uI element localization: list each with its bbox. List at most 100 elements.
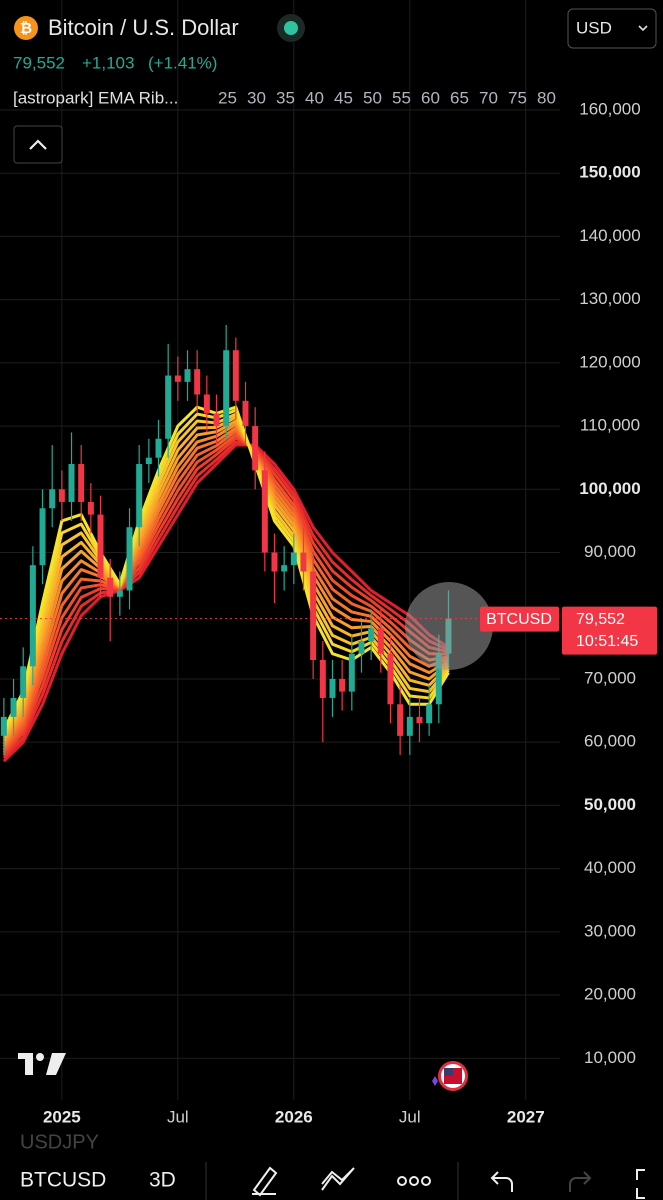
x-tick-label: 2026 (275, 1107, 313, 1126)
toolbar (0, 1158, 663, 1200)
legend-entry: 30 (247, 88, 266, 107)
currency-select[interactable] (567, 8, 657, 49)
bitcoin-icon (14, 16, 38, 40)
candle-body (136, 464, 143, 528)
price-tag: 79,552 (576, 611, 625, 628)
candle-body (174, 375, 181, 382)
candle-body (203, 394, 210, 414)
y-tick-label: 100,000 (579, 479, 640, 498)
bitcoin-icon-glyph: ₿ (20, 20, 32, 37)
y-tick-label: 120,000 (579, 352, 640, 371)
candle-body (397, 704, 404, 736)
change-pct: (+1.41%) (148, 53, 217, 72)
fullscreen-icon[interactable] (636, 1169, 645, 1199)
candle-body (310, 571, 317, 660)
overlay: 2025 Jul 2026 Jul 2027 160,000 150,000 140,000 1… (0, 99, 657, 1126)
y-tick-label: 70,000 (584, 668, 636, 687)
legend-entry: 75 (508, 88, 527, 107)
indicator-icon[interactable] (321, 1167, 355, 1191)
candle-body (68, 464, 75, 502)
y-tick-label: 150,000 (579, 163, 640, 182)
collapse-button[interactable] (13, 125, 63, 164)
undo-icon[interactable] (490, 1171, 513, 1192)
y-tick-label: 130,000 (579, 289, 640, 308)
y-tick-label: 40,000 (584, 858, 636, 877)
candle-body (145, 457, 152, 465)
candle-body (368, 628, 375, 642)
legend-entry: 25 (218, 88, 237, 107)
ema-line (2, 412, 450, 736)
grid (0, 0, 560, 1100)
candle-body (49, 489, 56, 509)
candle-body (223, 350, 230, 427)
candle-body (271, 552, 278, 572)
candle-body (165, 375, 172, 439)
ema-line (2, 443, 450, 763)
flag-canton (444, 1068, 453, 1076)
hint-symbol: USDJPY (20, 1131, 99, 1153)
y-tick-label: 140,000 (579, 226, 640, 245)
toolbar-symbol[interactable]: BTCUSD (20, 1169, 106, 1192)
draw-icon[interactable] (252, 1166, 278, 1197)
legend-entry: 60 (421, 88, 440, 107)
indicator-name: [astropark] EMA Rib... (13, 88, 178, 107)
more-icon[interactable] (397, 1176, 431, 1186)
candle-body (290, 552, 297, 566)
candle-body (58, 489, 65, 502)
candle-body (426, 704, 433, 724)
countdown: 10:51:45 (576, 633, 638, 650)
collapse-icon (29, 139, 47, 150)
candle-body (377, 628, 384, 654)
y-tick-label: 10,000 (584, 1048, 636, 1067)
candle-body (20, 666, 27, 698)
candle-body (29, 565, 36, 667)
legend-entry: 70 (479, 88, 498, 107)
legend-entry: 35 (276, 88, 295, 107)
candle-body (281, 565, 288, 572)
candle-body (406, 716, 413, 736)
candle-body (319, 660, 326, 698)
status-dot (284, 21, 298, 35)
candle-body (252, 426, 259, 471)
y-tick-label: 50,000 (584, 795, 636, 814)
candle-body (329, 678, 336, 698)
candle-body (116, 590, 123, 597)
candle-body (87, 501, 94, 515)
redo-icon[interactable] (569, 1171, 592, 1192)
candle-body (107, 577, 114, 597)
ema-line (2, 433, 449, 754)
ema-line (2, 436, 449, 757)
candle-body (0, 716, 7, 736)
legend-entry: 55 (392, 88, 411, 107)
y-tick-label: 60,000 (584, 732, 636, 751)
ema-ribbon (2, 405, 450, 763)
x-tick-label: 2025 (43, 1107, 81, 1126)
candle-body (300, 552, 307, 572)
toolbar-interval[interactable]: 3D (149, 1169, 176, 1192)
y-tick-label: 90,000 (584, 542, 636, 561)
x-tick-label: 2027 (507, 1107, 545, 1126)
legend-entry: 40 (305, 88, 324, 107)
x-tick-label: Jul (399, 1107, 421, 1126)
tradingview-logo (18, 1053, 66, 1075)
candle-body (126, 527, 133, 591)
candle-body (10, 697, 17, 717)
candle-body (39, 508, 46, 566)
candle-body (194, 369, 201, 395)
currency: USD (576, 18, 612, 37)
candle-body (97, 514, 104, 578)
highlight-circle (405, 582, 493, 670)
candle-body (435, 653, 442, 705)
candle-body (155, 438, 162, 458)
candle-body (242, 400, 249, 427)
price: 79,552 (13, 53, 65, 72)
candle-body (78, 464, 85, 502)
candle-body (358, 641, 365, 654)
candle-body (339, 678, 346, 692)
price-tag-bg (562, 606, 657, 655)
symbol-tag-bg (480, 606, 559, 632)
candle-body (348, 653, 355, 692)
y-tick-label: 110,000 (580, 416, 640, 435)
